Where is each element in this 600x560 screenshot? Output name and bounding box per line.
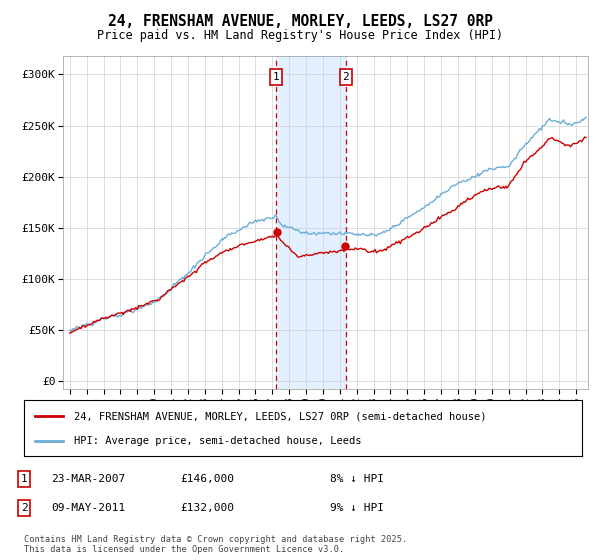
Text: £132,000: £132,000	[180, 503, 234, 513]
Text: 8% ↓ HPI: 8% ↓ HPI	[330, 474, 384, 484]
Text: 24, FRENSHAM AVENUE, MORLEY, LEEDS, LS27 0RP: 24, FRENSHAM AVENUE, MORLEY, LEEDS, LS27…	[107, 14, 493, 29]
Text: 23-MAR-2007: 23-MAR-2007	[51, 474, 125, 484]
Text: 09-MAY-2011: 09-MAY-2011	[51, 503, 125, 513]
Text: Contains HM Land Registry data © Crown copyright and database right 2025.
This d: Contains HM Land Registry data © Crown c…	[24, 535, 407, 554]
Text: 2: 2	[343, 72, 349, 82]
Text: HPI: Average price, semi-detached house, Leeds: HPI: Average price, semi-detached house,…	[74, 436, 362, 446]
Text: 1: 1	[20, 474, 28, 484]
Bar	[276, 56, 346, 389]
Text: 2: 2	[20, 503, 28, 513]
Text: 1: 1	[272, 72, 280, 82]
Text: 24, FRENSHAM AVENUE, MORLEY, LEEDS, LS27 0RP (semi-detached house): 24, FRENSHAM AVENUE, MORLEY, LEEDS, LS27…	[74, 411, 487, 421]
Text: 9% ↓ HPI: 9% ↓ HPI	[330, 503, 384, 513]
Text: £146,000: £146,000	[180, 474, 234, 484]
Text: Price paid vs. HM Land Registry's House Price Index (HPI): Price paid vs. HM Land Registry's House …	[97, 29, 503, 42]
